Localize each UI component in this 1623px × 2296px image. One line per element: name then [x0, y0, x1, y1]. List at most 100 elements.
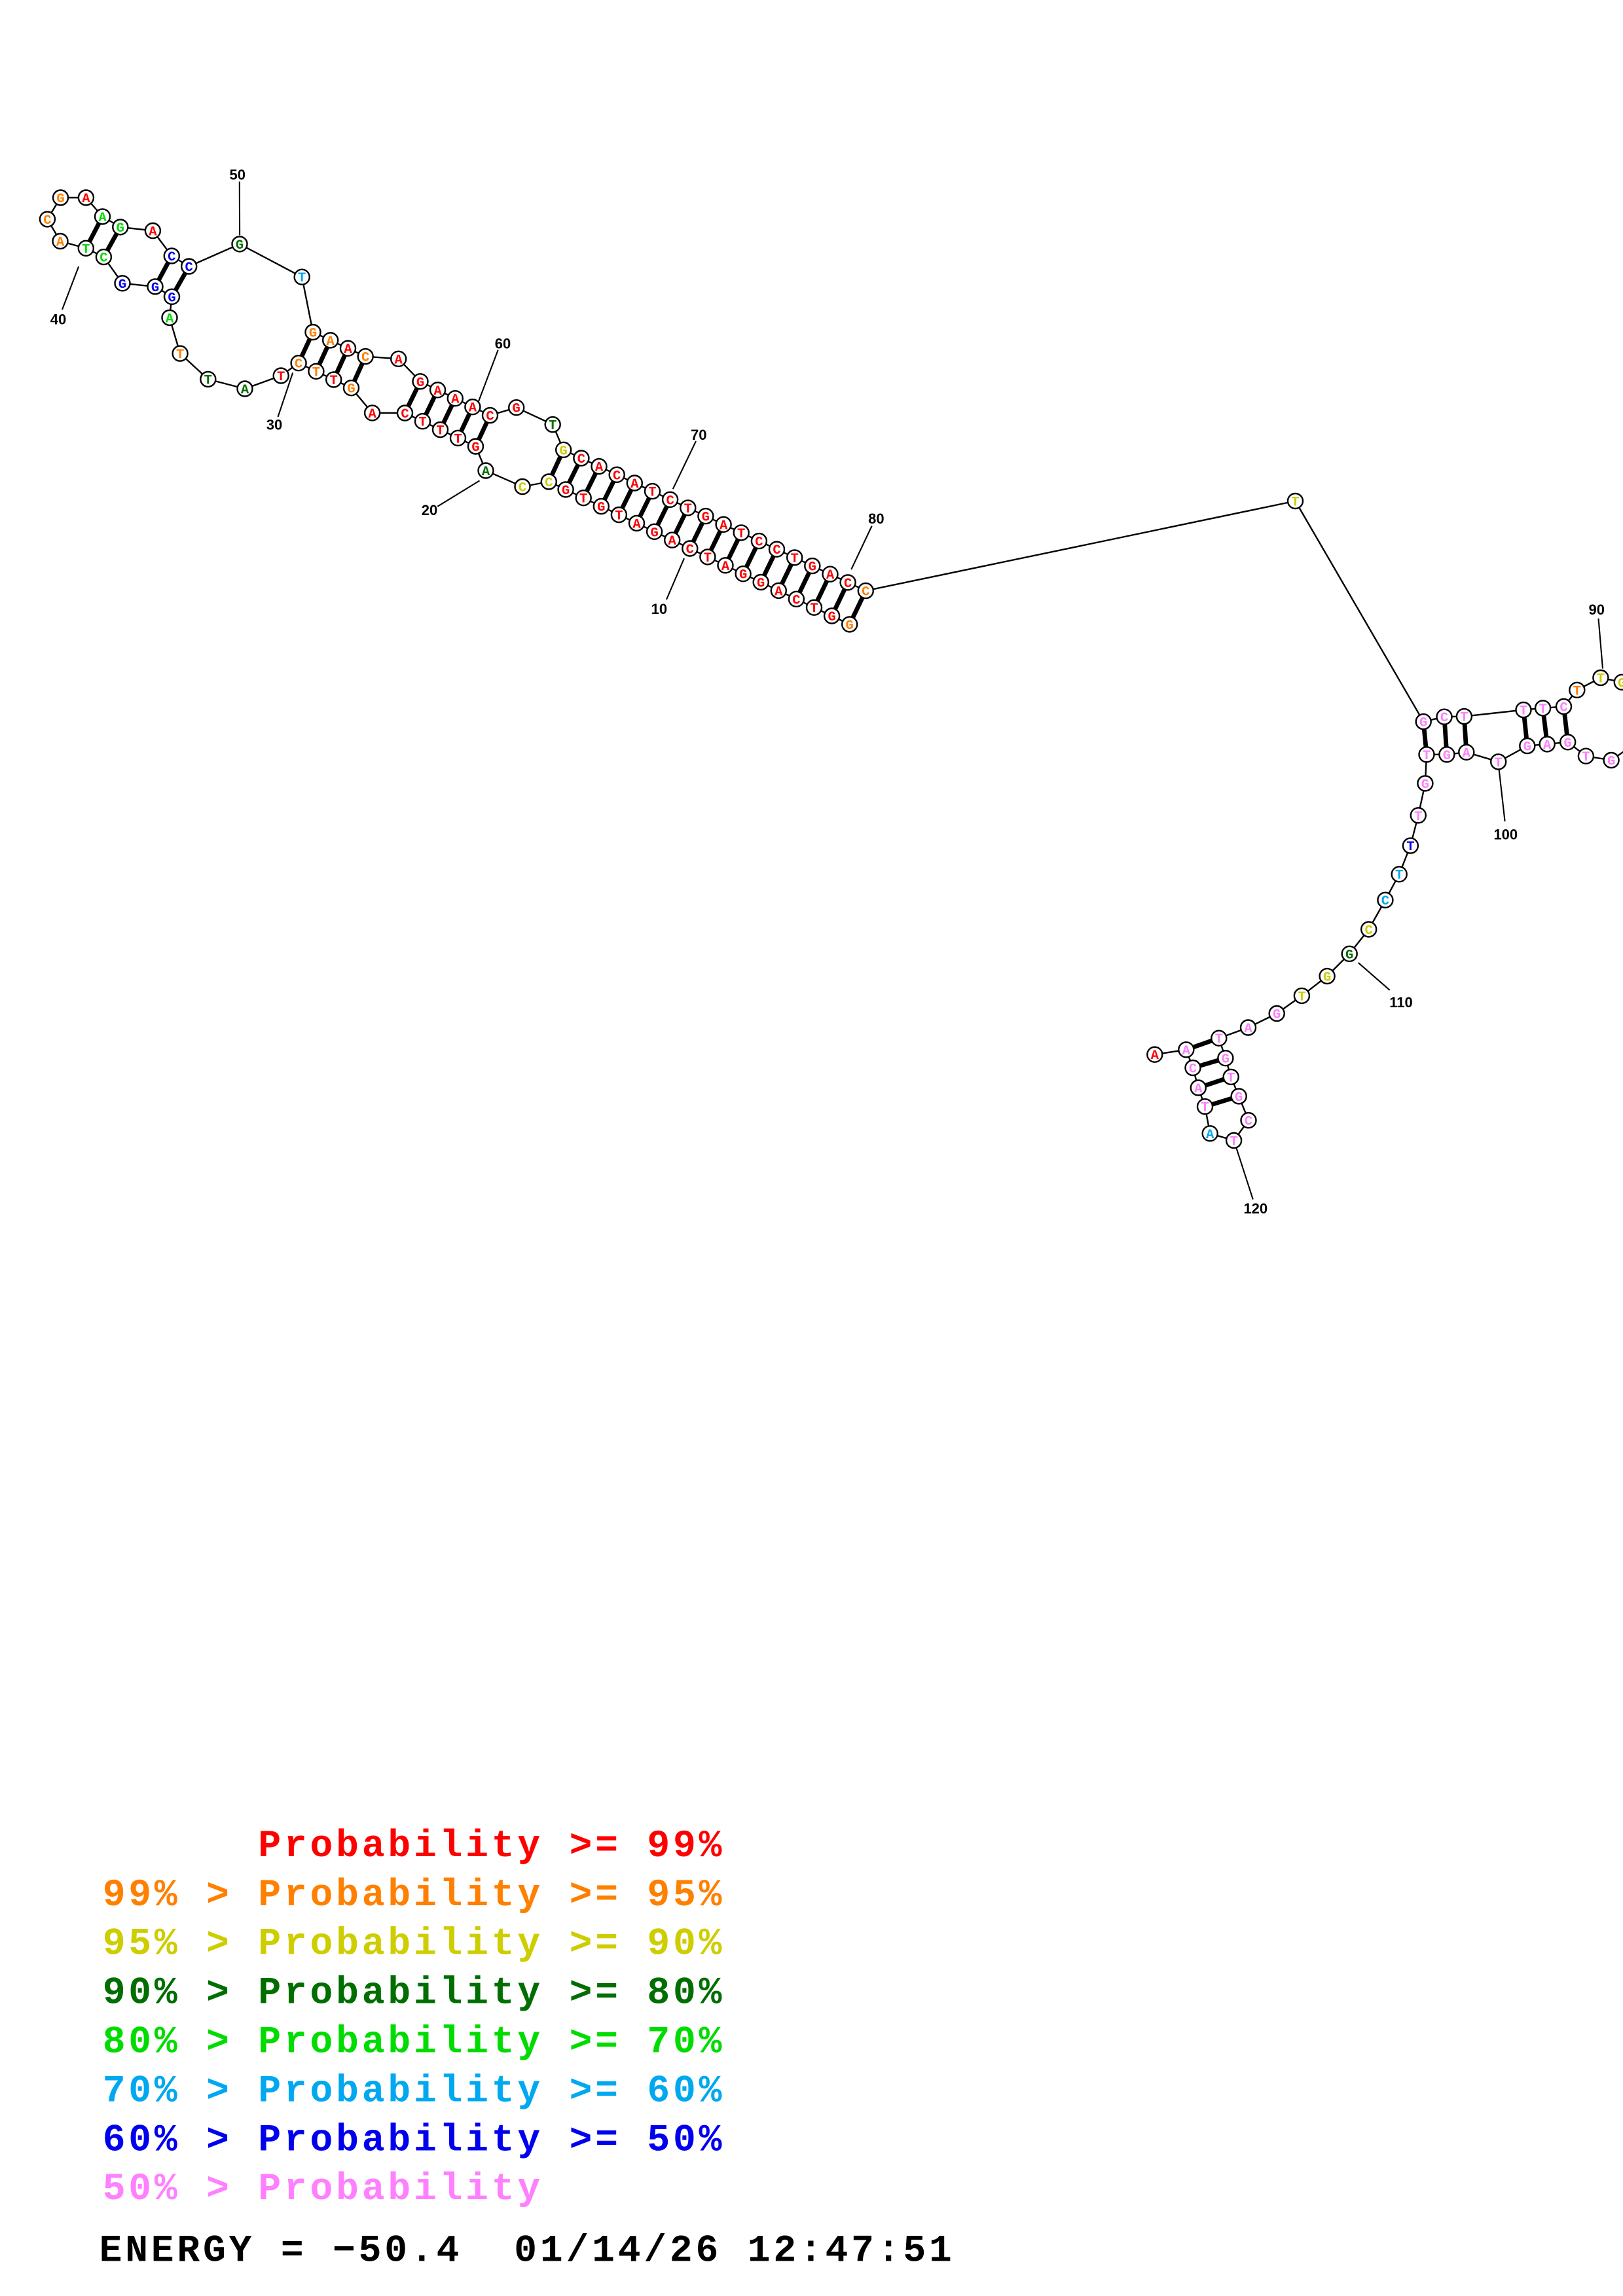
svg-text:20: 20	[422, 502, 437, 518]
svg-text:A: A	[482, 465, 490, 480]
svg-text:ENERGY = −50.4 01/14/26 12:47: ENERGY = −50.4 01/14/26 12:47:51	[100, 2231, 955, 2273]
svg-text:G: G	[809, 560, 816, 575]
svg-text:A: A	[826, 568, 835, 583]
svg-text:C: C	[862, 585, 869, 600]
svg-text:T: T	[1395, 869, 1403, 884]
svg-text:T: T	[1201, 1101, 1209, 1116]
svg-text:A: A	[721, 560, 730, 575]
svg-text:T: T	[1539, 702, 1546, 717]
svg-text:A: A	[395, 353, 403, 368]
svg-text:A: A	[327, 334, 335, 350]
svg-text:T: T	[579, 492, 587, 507]
svg-text:T: T	[1582, 750, 1590, 765]
svg-text:T: T	[312, 365, 320, 380]
svg-text:T: T	[1573, 684, 1581, 699]
svg-text:C: C	[100, 251, 107, 266]
svg-text:A: A	[668, 534, 677, 549]
svg-text:G: G	[1607, 755, 1615, 770]
svg-text:A: A	[344, 342, 352, 357]
svg-text:C: C	[545, 476, 553, 491]
svg-text:C: C	[401, 407, 409, 422]
svg-text:C: C	[168, 250, 175, 265]
svg-text:T: T	[1520, 704, 1527, 719]
svg-text:A: A	[433, 384, 442, 399]
svg-text:T: T	[330, 374, 338, 389]
svg-text:C: C	[185, 260, 193, 276]
svg-text:G: G	[513, 402, 520, 417]
svg-text:95% > Probability >= 90%: 95% > Probability >= 90%	[103, 1924, 725, 1966]
svg-text:G: G	[309, 327, 317, 342]
svg-text:T: T	[791, 552, 799, 567]
svg-text:T: T	[648, 486, 656, 501]
svg-text:A: A	[98, 211, 107, 226]
svg-text:G: G	[56, 192, 64, 207]
svg-text:G: G	[151, 281, 159, 296]
svg-text:50% > Probability: 50% > Probability	[103, 2168, 543, 2211]
svg-text:G: G	[117, 221, 124, 236]
svg-text:T: T	[277, 370, 285, 385]
svg-text:G: G	[828, 610, 835, 625]
svg-text:T: T	[1597, 672, 1605, 687]
svg-text:T: T	[204, 373, 212, 388]
svg-text:A: A	[1182, 1044, 1191, 1059]
svg-text:C: C	[666, 493, 674, 509]
svg-text:Probability >= 99%: Probability >= 99%	[103, 1825, 725, 1868]
svg-text:G: G	[562, 484, 570, 499]
svg-text:T: T	[810, 601, 818, 617]
svg-text:G: G	[1345, 948, 1353, 963]
svg-text:T: T	[684, 502, 692, 517]
svg-text:G: G	[1222, 1052, 1230, 1067]
svg-text:G: G	[471, 440, 479, 456]
svg-text:110: 110	[1389, 994, 1413, 1011]
svg-text:80: 80	[868, 511, 884, 527]
svg-text:60: 60	[495, 336, 511, 352]
svg-text:T: T	[1423, 749, 1431, 764]
svg-text:A: A	[1194, 1082, 1203, 1097]
svg-text:C: C	[1189, 1062, 1197, 1077]
svg-text:C: C	[1559, 701, 1567, 716]
svg-text:T: T	[615, 509, 623, 524]
svg-text:120: 120	[1243, 1200, 1267, 1217]
svg-text:C: C	[1440, 711, 1448, 726]
svg-text:10: 10	[651, 601, 667, 617]
svg-text:G: G	[236, 238, 244, 253]
svg-text:99% > Probability >= 95%: 99% > Probability >= 95%	[103, 1874, 725, 1917]
svg-text:70% > Probability >= 60%: 70% > Probability >= 60%	[103, 2070, 725, 2113]
svg-text:T: T	[1298, 990, 1305, 1005]
svg-text:C: C	[486, 410, 494, 425]
svg-text:G: G	[1618, 676, 1623, 691]
svg-text:T: T	[1291, 495, 1299, 511]
svg-text:C: C	[295, 357, 302, 372]
svg-text:T: T	[1230, 1135, 1237, 1150]
svg-text:A: A	[1244, 1022, 1252, 1037]
svg-text:C: C	[519, 481, 526, 496]
svg-text:C: C	[792, 593, 800, 608]
svg-text:C: C	[1381, 894, 1389, 909]
svg-text:80% > Probability >= 70%: 80% > Probability >= 70%	[103, 2022, 725, 2064]
svg-text:A: A	[595, 461, 604, 476]
svg-text:50: 50	[230, 166, 246, 183]
svg-text:G: G	[702, 511, 710, 526]
svg-text:C: C	[43, 213, 51, 228]
svg-text:C: C	[361, 351, 369, 366]
svg-text:T: T	[298, 271, 306, 286]
svg-text:100: 100	[1493, 827, 1518, 843]
svg-text:G: G	[739, 568, 747, 583]
svg-text:C: C	[773, 543, 780, 558]
svg-text:G: G	[597, 501, 605, 516]
svg-text:G: G	[846, 619, 854, 634]
svg-text:C: C	[844, 577, 852, 592]
svg-text:G: G	[560, 444, 568, 459]
svg-text:G: G	[1419, 716, 1427, 731]
svg-text:A: A	[469, 401, 477, 416]
svg-text:A: A	[1543, 738, 1552, 753]
svg-text:T: T	[704, 551, 712, 566]
svg-text:A: A	[166, 312, 174, 327]
svg-text:T: T	[1460, 711, 1468, 726]
svg-text:A: A	[1151, 1049, 1159, 1064]
svg-text:T: T	[1227, 1071, 1235, 1086]
svg-text:T: T	[436, 424, 444, 439]
svg-text:T: T	[549, 419, 556, 434]
svg-text:G: G	[757, 577, 765, 592]
svg-text:G: G	[168, 291, 175, 306]
